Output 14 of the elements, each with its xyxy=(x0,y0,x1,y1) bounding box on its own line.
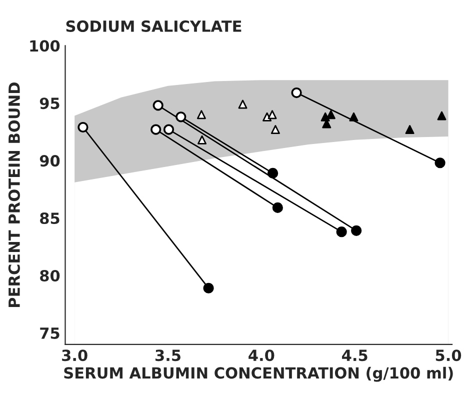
x-tick-label: 3.5 xyxy=(156,350,180,362)
y-tick-label: 95 xyxy=(40,98,60,110)
x-axis-title: SERUM ALBUMIN CONCENTRATION (g/100 ml) xyxy=(64,366,453,382)
x-tick-label: 4.5 xyxy=(342,350,368,362)
x-tick-label: 3.0 xyxy=(62,350,88,362)
y-tick-label: 90 xyxy=(40,155,60,167)
y-tick-label: 75 xyxy=(40,328,60,339)
y-tick-label: 85 xyxy=(40,212,60,224)
y-axis-title: PERCENT PROTEIN BOUND xyxy=(8,82,20,307)
y-tick-label: 80 xyxy=(40,270,60,282)
chart-title: SODIUM SALICYLATE xyxy=(66,20,242,32)
x-tick-label: 5.0 xyxy=(436,350,462,362)
y-tick-label: 100 xyxy=(30,40,60,52)
x-tick-label: 4.0 xyxy=(248,350,274,362)
